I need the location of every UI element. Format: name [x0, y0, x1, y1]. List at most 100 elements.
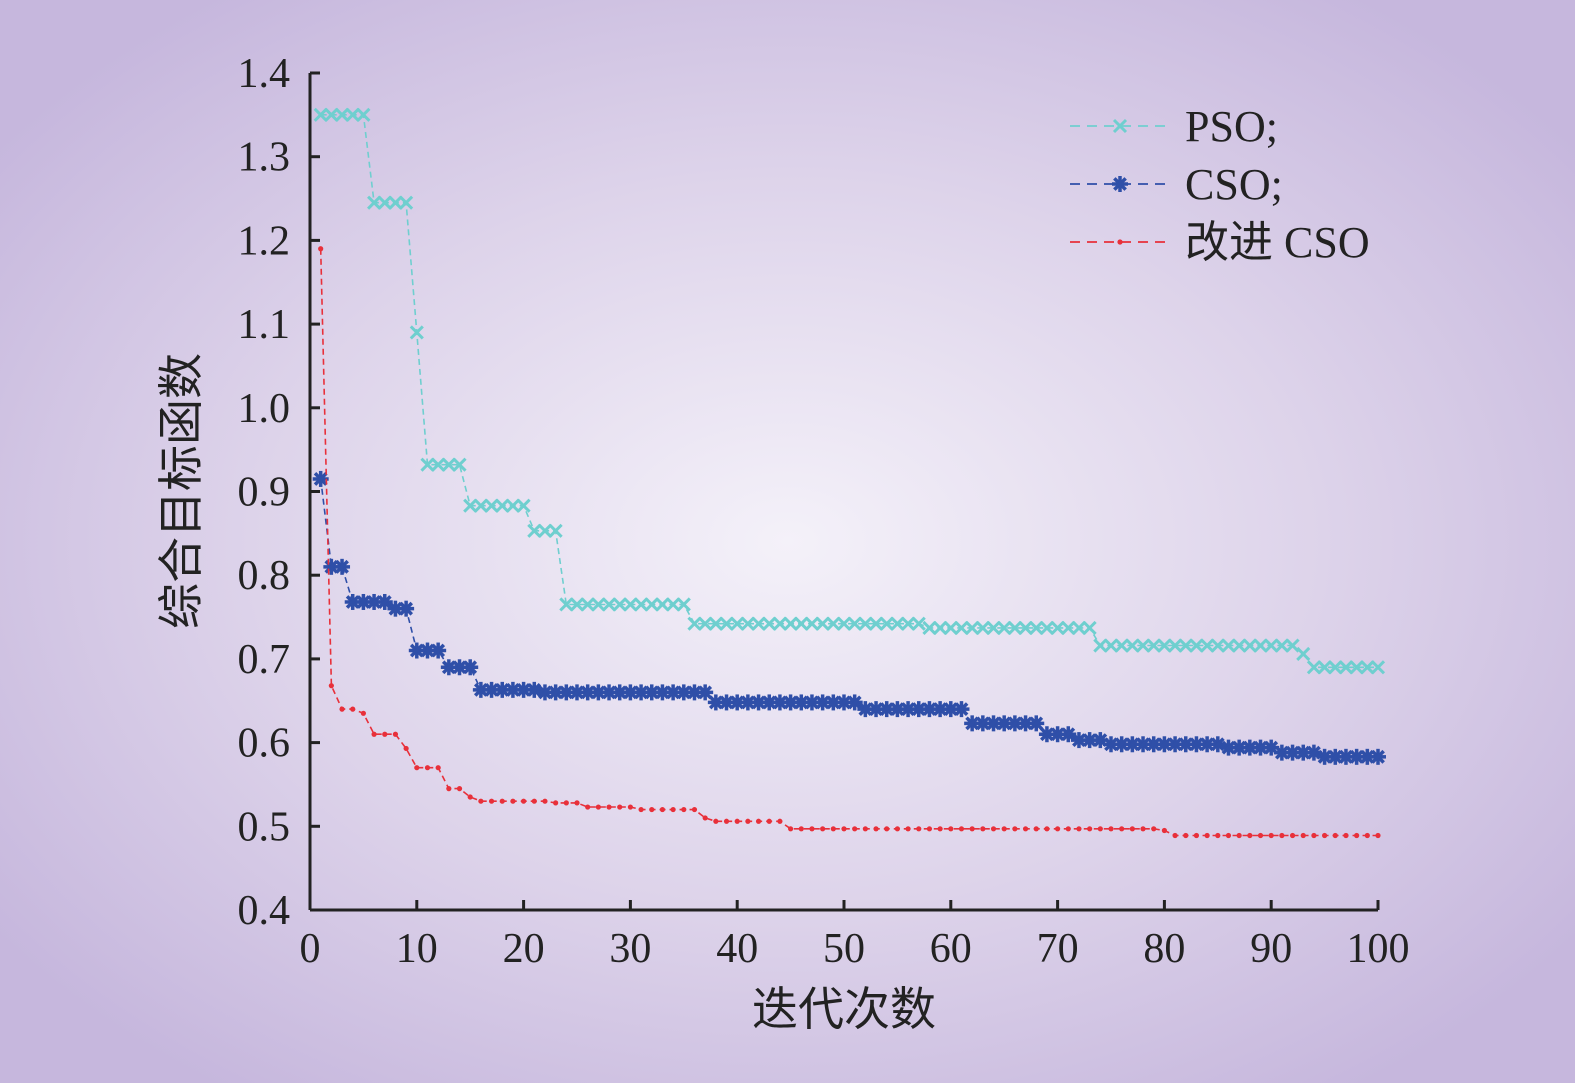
- data-point: [873, 826, 879, 832]
- data-point: [1349, 660, 1364, 675]
- data-point: [985, 715, 1002, 732]
- data-point: [590, 684, 607, 701]
- data-point: [1087, 826, 1093, 832]
- data-point: [890, 616, 905, 631]
- data-point: [676, 597, 691, 612]
- data-point: [1364, 832, 1370, 839]
- y-tick-label: 0.4: [238, 888, 291, 934]
- data-point: [634, 597, 649, 612]
- data-point: [997, 620, 1012, 635]
- data-point: [1193, 832, 1200, 839]
- data-point: [958, 826, 965, 832]
- data-point: [922, 620, 937, 635]
- data-point: [777, 818, 783, 824]
- data-point: [377, 195, 392, 210]
- data-point: [569, 684, 585, 701]
- data-point: [990, 826, 997, 832]
- data-point: [1103, 736, 1119, 753]
- data-point: [569, 597, 585, 612]
- data-point: [708, 616, 723, 631]
- data-point: [1306, 660, 1321, 675]
- data-point: [649, 806, 655, 813]
- data-point: [836, 616, 852, 631]
- data-point: [446, 786, 452, 792]
- data-point: [1112, 118, 1128, 134]
- data-point: [1103, 638, 1119, 653]
- data-point: [643, 684, 660, 701]
- data-point: [339, 706, 345, 712]
- data-point: [1253, 638, 1268, 653]
- y-tick-label: 1.0: [238, 386, 291, 432]
- data-point: [954, 620, 969, 635]
- x-ticks: 0 10 20 30 40 50 60 70 80 90 100: [300, 900, 1410, 972]
- data-point: [1055, 826, 1061, 832]
- y-tick-label: 1.2: [238, 218, 291, 264]
- data-point: [702, 815, 708, 821]
- data-point: [435, 765, 441, 771]
- data-point: [313, 107, 328, 122]
- data-point: [431, 457, 446, 472]
- data-point: [542, 798, 548, 804]
- data-point: [740, 616, 755, 631]
- x-axis-title: 迭代次数: [752, 984, 936, 1035]
- data-point: [356, 107, 371, 122]
- data-point: [820, 826, 826, 832]
- data-point: [1060, 726, 1077, 743]
- data-point: [1112, 176, 1128, 192]
- data-point: [318, 246, 324, 252]
- x-tick-label: 80: [1143, 926, 1185, 972]
- data-point: [868, 616, 884, 631]
- data-point: [686, 684, 703, 701]
- data-point: [595, 804, 601, 810]
- data-point: [964, 715, 981, 732]
- data-point: [1071, 620, 1087, 635]
- data-point: [901, 616, 916, 631]
- data-point: [804, 616, 820, 631]
- x-tick-label: 50: [823, 926, 865, 972]
- series-line: [319, 248, 1378, 837]
- y-tick-label: 1.1: [238, 302, 291, 348]
- data-point: [1028, 715, 1045, 732]
- data-point: [783, 616, 798, 631]
- data-point: [1232, 638, 1247, 653]
- data-point: [1012, 826, 1018, 832]
- data-point: [504, 681, 521, 698]
- data-point: [1006, 715, 1023, 732]
- data-point: [1082, 620, 1097, 635]
- data-point: [345, 107, 360, 122]
- data-point: [617, 804, 623, 810]
- data-point: [521, 798, 527, 804]
- data-point: [1119, 826, 1125, 832]
- data-point: [478, 798, 484, 804]
- data-point: [1354, 832, 1360, 839]
- data-point: [772, 616, 787, 631]
- data-point: [409, 325, 424, 340]
- x-tick-label: 100: [1347, 926, 1410, 972]
- data-point: [809, 826, 815, 832]
- data-point: [723, 818, 730, 824]
- data-point: [441, 457, 456, 472]
- data-point: [1236, 832, 1242, 839]
- y-tick-label: 1.3: [238, 135, 291, 181]
- data-point: [755, 818, 762, 824]
- data-point: [1113, 736, 1130, 753]
- data-point: [830, 826, 836, 832]
- x-tick-label: 90: [1250, 926, 1292, 972]
- data-point: [794, 616, 809, 631]
- x-tick-label: 10: [396, 926, 438, 972]
- x-tick-label: 60: [930, 926, 972, 972]
- data-point: [926, 826, 933, 832]
- data-point: [1296, 646, 1311, 661]
- data-point: [537, 523, 553, 538]
- series-line: [320, 114, 1378, 669]
- data-point: [350, 706, 356, 712]
- data-point: [1093, 638, 1108, 653]
- data-point: [1183, 832, 1189, 839]
- data-point: [815, 616, 830, 631]
- data-point: [884, 826, 890, 832]
- data-point: [1268, 832, 1274, 839]
- data-point: [360, 710, 366, 716]
- data-point: [739, 694, 756, 711]
- data-point: [548, 523, 563, 538]
- data-point: [1322, 832, 1328, 839]
